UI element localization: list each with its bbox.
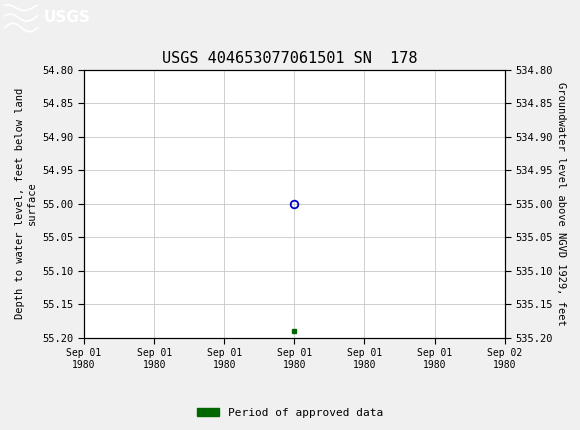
Text: USGS: USGS [44, 10, 90, 25]
Text: USGS 404653077061501 SN  178: USGS 404653077061501 SN 178 [162, 52, 418, 66]
Y-axis label: Depth to water level, feet below land
surface: Depth to water level, feet below land su… [15, 88, 37, 319]
Y-axis label: Groundwater level above NGVD 1929, feet: Groundwater level above NGVD 1929, feet [556, 82, 567, 326]
Legend: Period of approved data: Period of approved data [193, 403, 387, 422]
